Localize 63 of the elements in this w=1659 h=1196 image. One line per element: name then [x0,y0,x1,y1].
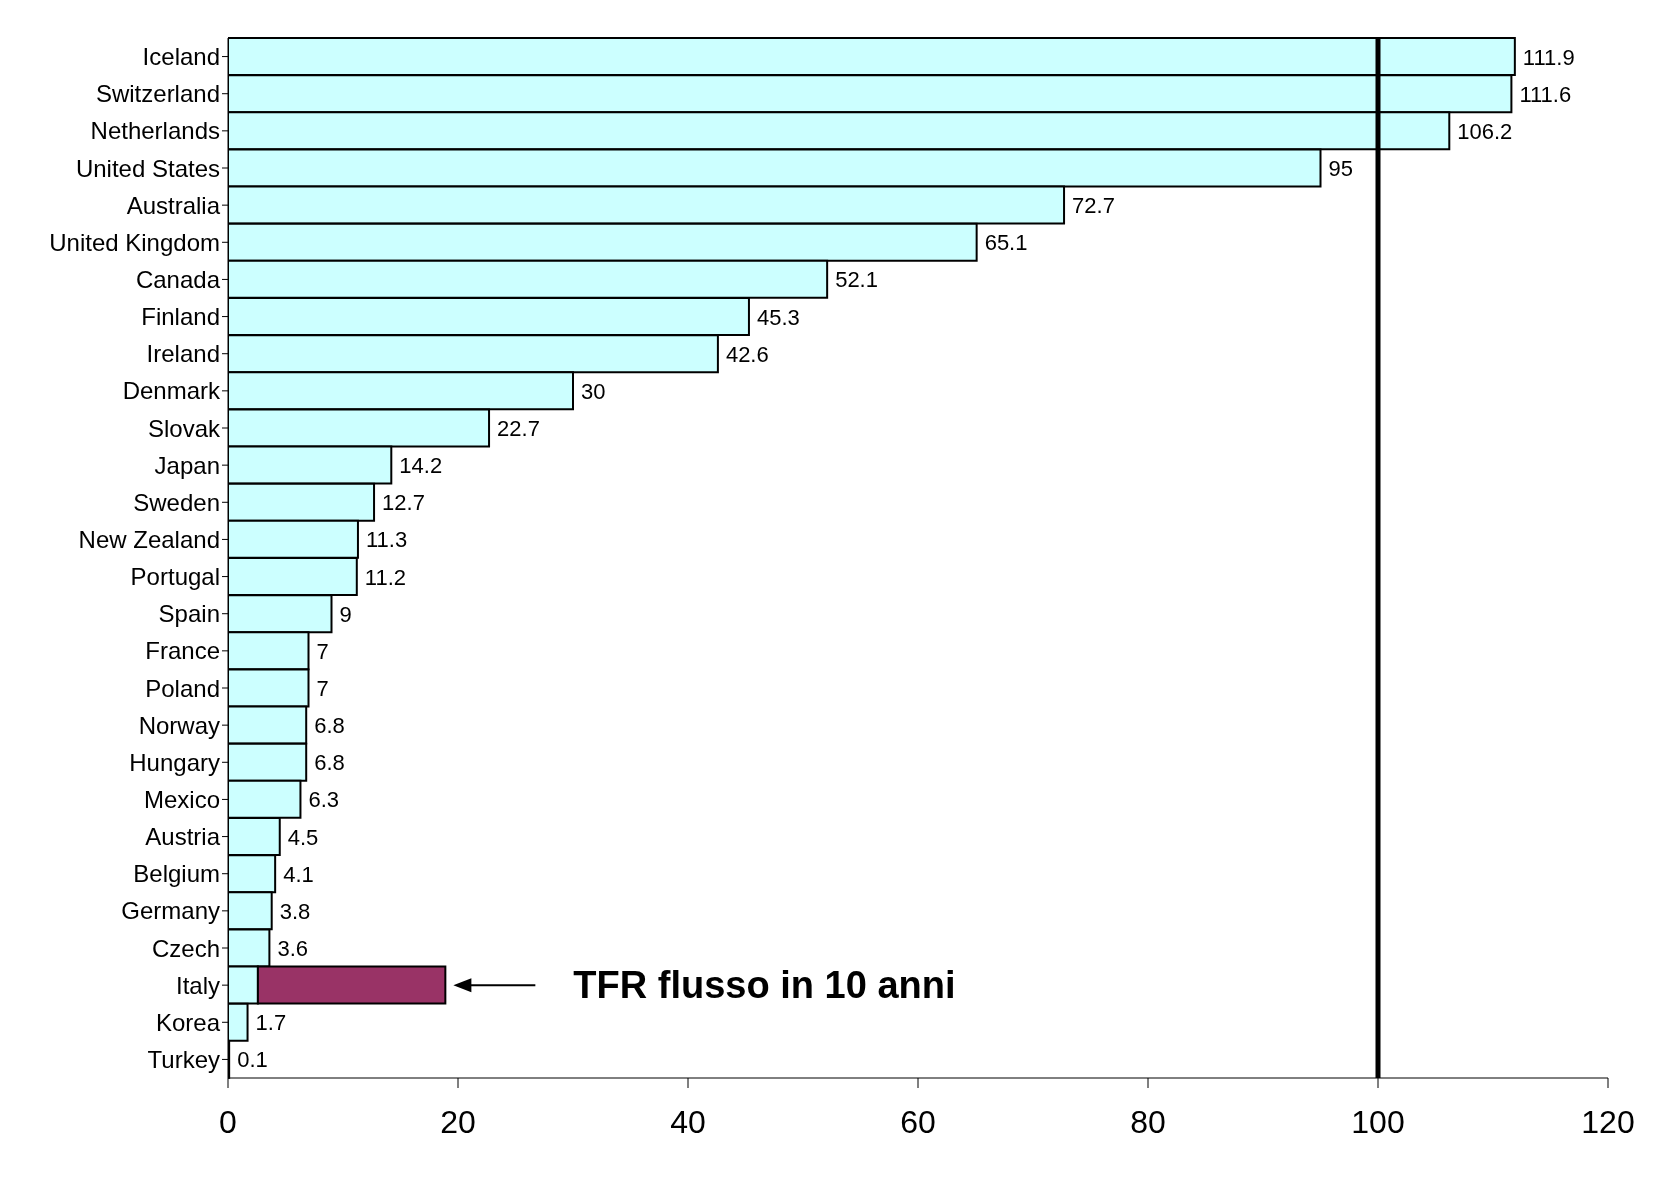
y-tick-label: France [145,637,220,665]
y-tick-label: Switzerland [95,80,220,108]
data-label: 106.2 [1457,118,1513,144]
y-tick-label: United Kingdom [49,228,220,256]
y-tick-label: United States [75,154,220,182]
y-tick-label: Czech [151,934,220,962]
x-tick-label: 120 [1581,1103,1635,1140]
y-tick-label: Mexico [143,785,220,813]
annotation: TFR flusso in 10 anni [573,964,956,1007]
y-tick-label: Poland [145,674,220,702]
x-tick-label: 20 [440,1103,476,1140]
x-tick-label: 40 [670,1103,706,1140]
data-label: 6.8 [314,750,345,776]
data-label: 1.7 [255,1010,287,1036]
y-tick-label: Portugal [130,563,220,591]
y-tick-label: Germany [121,897,220,925]
x-tick-label: 0 [219,1103,237,1140]
y-tick-label: Canada [135,265,221,293]
data-label: 111.9 [1522,44,1575,70]
data-label: 42.6 [725,341,769,367]
data-label: 30 [581,378,606,404]
y-tick-label: Slovak [147,414,221,442]
data-label: 3.8 [279,898,311,924]
data-label: 6.3 [308,787,340,813]
data-label: 12.7 [382,490,425,516]
data-label: 4.5 [287,824,319,850]
data-label: 11.2 [364,564,406,590]
data-label: 65.1 [984,230,1028,256]
data-label: 95 [1328,155,1353,181]
data-label: 14.2 [399,453,443,479]
y-tick-label: Spain [158,600,220,628]
y-tick-label: Turkey [147,1045,220,1073]
y-tick-label: Italy [175,971,220,999]
x-tick-label: 100 [1351,1103,1405,1140]
y-tick-label: Sweden [133,488,220,516]
data-label: 4.1 [283,861,314,887]
y-tick-label: Ireland [146,340,220,368]
x-tick-label: 80 [1130,1103,1166,1140]
y-tick-label: Australia [126,191,221,219]
y-tick-label: Korea [155,1008,221,1036]
data-label: 7 [316,638,329,664]
y-tick-label: Norway [138,711,220,739]
y-tick-label: Finland [141,303,220,331]
y-tick-label: Hungary [129,748,220,776]
data-label: 0.1 [237,1047,268,1073]
data-label: 22.7 [497,415,540,441]
data-label: 72.7 [1072,193,1115,219]
data-label: 111.6 [1519,81,1572,107]
y-tick-label: Japan [154,451,220,479]
data-label: 9 [339,601,352,627]
x-tick-label: 60 [900,1103,936,1140]
y-tick-label: Denmark [122,377,221,405]
data-label: 11.3 [365,527,408,553]
y-tick-label: Austria [145,823,221,851]
y-tick-label: Netherlands [90,117,220,145]
y-tick-label: Iceland [142,43,220,71]
data-label: 45.3 [756,304,800,330]
data-label: 3.6 [277,935,308,961]
y-tick-label: New Zealand [78,525,220,553]
data-label: 7 [316,675,329,701]
data-label: 52.1 [835,267,878,293]
y-tick-label: Belgium [133,860,220,888]
data-label: 6.8 [314,713,345,739]
